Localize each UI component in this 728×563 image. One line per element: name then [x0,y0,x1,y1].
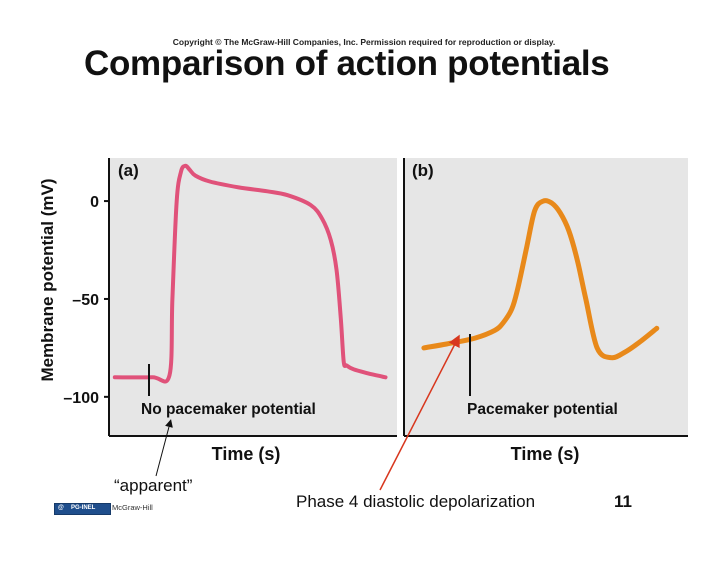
y-tick-label: –100 [63,390,99,407]
panel-a-background [109,158,397,436]
logo-mark: @ [58,505,64,511]
panel-a-y-ticks: 0 –50 –100 [63,194,109,407]
panel-a-action-potential-line [112,163,388,384]
panel-a-annotation: No pacemaker potential [141,401,316,418]
phase4-arrow [379,334,460,491]
page-title: Comparison of action potentials [84,44,610,83]
panel-b-label: (b) [412,161,434,180]
slide-number: 11 [614,492,632,511]
panel-a-x-axis-label: Time (s) [212,444,281,464]
y-tick-label: –50 [72,292,99,309]
apparent-note: “apparent” [114,476,193,495]
apparent-arrow [155,419,173,477]
y-tick-label: 0 [90,194,99,211]
copyright-notice: Copyright © The McGraw-Hill Companies, I… [172,37,556,47]
panel-b-annotation: Pacemaker potential [467,401,618,418]
panel-b-x-axis-label: Time (s) [511,444,580,464]
phase4-caption: Phase 4 diastolic depolarization [296,492,536,511]
publisher-name: McGraw-Hill [112,503,153,512]
panel-b-action-potential-line [421,198,660,361]
panel-b-background [404,158,688,436]
logo-text: PG-INEL [71,505,96,511]
y-axis-label: Membrane potential (mV) [38,178,57,381]
publisher-logo: @ PG-INEL [54,503,111,515]
panel-a-label: (a) [118,161,139,180]
